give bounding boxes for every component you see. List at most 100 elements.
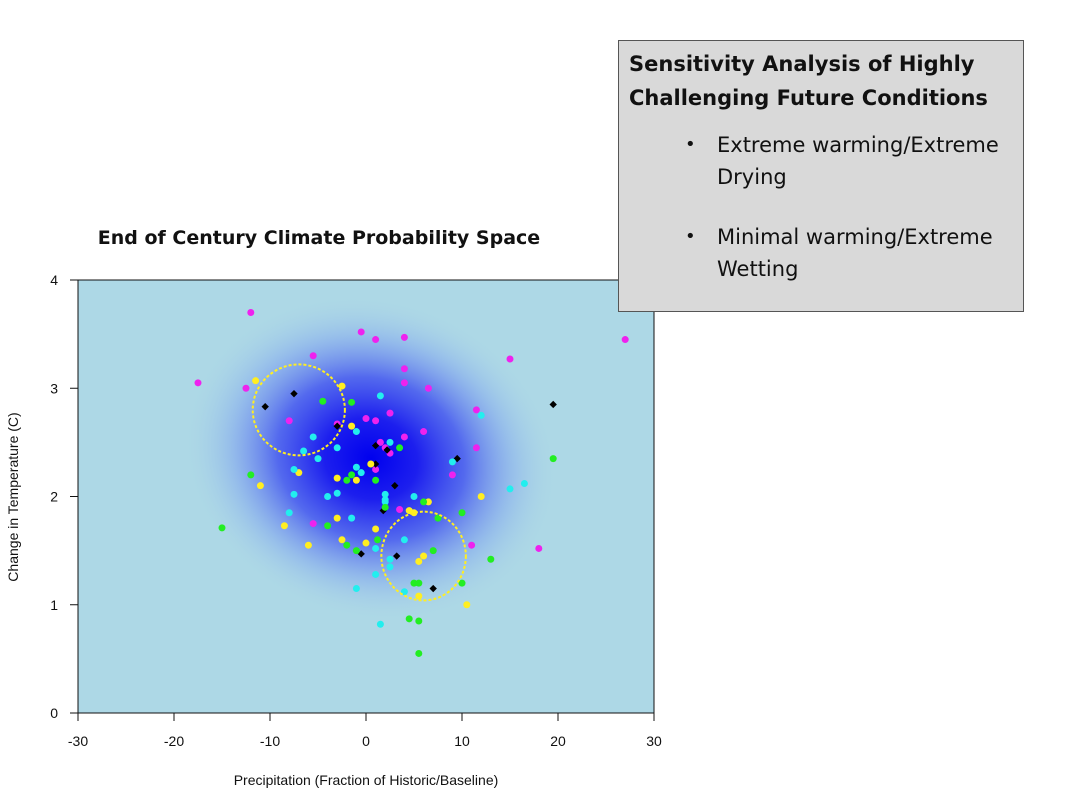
data-point-cyan (285, 509, 293, 517)
data-point-magenta (357, 328, 365, 336)
data-point-green (434, 514, 442, 522)
data-point-black (261, 402, 269, 411)
callout-bullet-text: Extreme warming/Extreme Drying (717, 133, 999, 189)
data-point-magenta (400, 333, 408, 341)
data-point-cyan (477, 411, 485, 419)
data-point-yellow (280, 522, 288, 530)
x-axis-label: Precipitation (Fraction of Historic/Base… (234, 772, 499, 788)
callout-bullet-item: • Minimal warming/Extreme Wetting (685, 221, 1013, 285)
data-point-yellow (420, 552, 428, 560)
data-point-green (247, 471, 255, 479)
data-point-cyan (357, 469, 365, 477)
data-point-cyan (372, 570, 380, 578)
x-tick-label: 30 (646, 733, 662, 749)
x-tick-label: 20 (550, 733, 566, 749)
data-point-magenta (448, 471, 456, 479)
data-point-yellow (362, 539, 370, 547)
data-point-cyan (352, 428, 360, 436)
data-point-green (348, 471, 356, 479)
data-point-cyan (352, 585, 360, 593)
data-point-cyan (348, 514, 356, 522)
data-point-yellow (477, 493, 485, 500)
data-point-cyan (381, 498, 389, 506)
data-point-yellow (338, 382, 346, 390)
data-point-magenta (285, 417, 293, 425)
data-point-cyan (333, 444, 341, 452)
data-point-yellow (463, 601, 471, 609)
data-point-black (383, 446, 391, 454)
data-point-cyan (314, 455, 322, 463)
data-point-cyan (506, 485, 514, 493)
data-point-black (391, 481, 399, 490)
data-point-green (352, 547, 360, 555)
data-point-magenta (194, 379, 202, 387)
data-point-black (371, 441, 380, 450)
y-axis-label: Change in Temperature (C) (5, 412, 21, 581)
data-point-green (348, 398, 356, 406)
data-point-green (372, 476, 380, 484)
data-point-magenta (309, 352, 317, 360)
bullet-icon: • (685, 134, 696, 155)
data-point-green (319, 397, 327, 405)
data-point-cyan (386, 438, 394, 446)
data-point-cyan (324, 493, 332, 500)
y-tick-label: 1 (50, 597, 58, 613)
data-point-green (549, 455, 557, 463)
y-tick-label: 0 (50, 705, 58, 721)
data-point-green (429, 547, 437, 555)
data-point-green (415, 617, 423, 625)
data-point-magenta (309, 520, 317, 528)
y-axis: 0 1 2 3 4 (50, 272, 79, 721)
data-point-cyan (520, 480, 528, 488)
data-point-green (410, 579, 418, 587)
data-point-cyan (376, 392, 384, 400)
data-point-green (458, 579, 466, 587)
data-point-magenta (472, 406, 480, 414)
data-point-cyan (448, 458, 456, 466)
data-point-yellow (415, 592, 423, 600)
data-point-cyan (333, 489, 341, 497)
data-point-yellow (367, 460, 375, 468)
data-point-magenta (376, 438, 384, 446)
data-point-yellow (410, 509, 418, 517)
data-point-black (333, 422, 341, 430)
x-tick-label: -10 (260, 733, 280, 749)
data-point-magenta (372, 417, 380, 425)
data-point-magenta (247, 308, 255, 316)
x-tick-label: -30 (68, 733, 88, 749)
callout-title: Sensitivity Analysis of Highly Challengi… (629, 52, 988, 110)
data-point-green (374, 536, 382, 544)
y-tick-label: 4 (50, 272, 58, 288)
data-point-cyan (376, 620, 384, 628)
data-point-magenta (372, 465, 380, 473)
data-point-green (458, 509, 466, 517)
data-point-black (290, 389, 298, 398)
data-point-yellow (304, 541, 312, 549)
callout-bullet-item: • Extreme warming/Extreme Drying (685, 129, 1013, 193)
data-point-magenta (386, 409, 394, 417)
data-point-yellow (372, 525, 380, 533)
data-point-green (396, 444, 404, 452)
x-axis: -30 -20 -10 0 10 20 30 (68, 712, 662, 749)
y-tick-label: 2 (50, 489, 58, 505)
x-tick-label: 0 (362, 733, 370, 749)
data-point-magenta (535, 544, 543, 552)
data-point-magenta (400, 433, 408, 441)
highlight-circle (251, 363, 346, 457)
data-point-cyan (290, 490, 298, 498)
data-point-yellow (424, 498, 432, 506)
data-point-magenta (400, 379, 408, 387)
x-tick-label: 10 (454, 733, 470, 749)
data-point-yellow (352, 476, 360, 484)
data-point-magenta (242, 384, 250, 392)
data-point-magenta (468, 541, 476, 549)
chart-title: End of Century Climate Probability Space (98, 227, 540, 249)
data-point-magenta (396, 505, 404, 513)
bullet-icon: • (685, 226, 696, 247)
data-point-cyan (290, 465, 298, 473)
x-tick-label: -20 (164, 733, 184, 749)
data-point-yellow (338, 536, 346, 544)
data-point-cyan (309, 433, 317, 441)
data-point-green (343, 476, 351, 484)
